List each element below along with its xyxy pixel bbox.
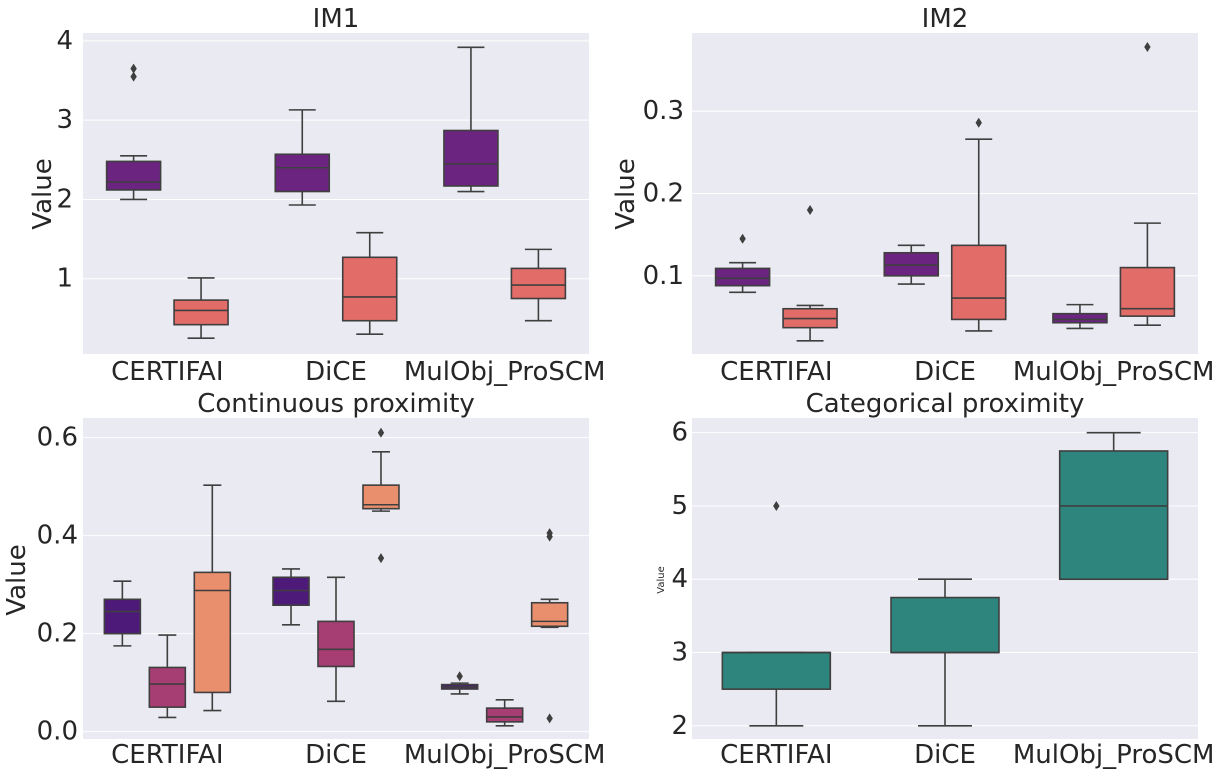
plot-title: IM1: [313, 4, 360, 34]
x-tick-label: CERTIFAI: [720, 740, 832, 770]
y-tick-label: 0.0: [37, 717, 78, 747]
outlier-point: [546, 713, 553, 724]
panel-continuous-proximity: Continuous proximity Value 0.0 0.2 0.4 0…: [2, 389, 606, 770]
y-tick-label: 0.6: [37, 423, 78, 453]
y-tick-label: 1: [56, 264, 73, 294]
y-tick-label: 5: [671, 491, 688, 521]
box: [274, 153, 331, 193]
box: [173, 299, 229, 326]
y-tick-label: 3: [671, 638, 688, 668]
x-tick-label: CERTIFAI: [111, 357, 223, 387]
box: [193, 571, 232, 694]
box: [714, 267, 771, 287]
x-tick-label: MulObj_ProSCM: [1013, 740, 1215, 770]
y-tick-label: 0.1: [643, 261, 684, 291]
y-tick-label: 0.2: [643, 179, 684, 209]
y-axis-label: Value: [2, 544, 32, 615]
box: [443, 129, 499, 187]
box: [362, 484, 400, 510]
box: [1052, 312, 1108, 324]
y-tick-label: 3: [56, 105, 73, 135]
box: [341, 256, 398, 322]
y-tick-label: 4: [671, 564, 688, 594]
outlier-point: [806, 204, 814, 215]
x-tick-label: DiCE: [914, 740, 976, 770]
x-tick-label: MulObj_ProSCM: [404, 740, 606, 770]
plot-title: IM2: [922, 4, 969, 34]
y-tick-label: 0.2: [37, 619, 78, 649]
outlier-point: [456, 671, 463, 682]
plot-title: Categorical proximity: [806, 389, 1085, 419]
outlier-point: [773, 500, 780, 511]
box: [317, 620, 355, 668]
y-axis-label: Value: [656, 566, 667, 593]
outlier-point: [546, 528, 553, 539]
outlier-point: [130, 71, 137, 82]
x-tick-label: DiCE: [305, 740, 367, 770]
box: [1058, 450, 1169, 581]
box: [105, 160, 162, 191]
outlier-point: [130, 63, 137, 74]
plot-title: Continuous proximity: [197, 389, 475, 419]
x-tick-label: CERTIFAI: [111, 740, 223, 770]
y-tick-label: 6: [671, 418, 688, 448]
y-tick-label: 0.3: [643, 96, 684, 126]
outlier-point: [377, 427, 385, 438]
box: [890, 596, 1000, 654]
plot-area: [83, 33, 589, 354]
box: [883, 251, 940, 277]
outlier-point: [739, 233, 746, 244]
x-tick-label: DiCE: [914, 357, 976, 387]
panel-im2: IM2 Value 0.1 0.2 0.3 CERTIFAI DiCE MulO…: [611, 4, 1215, 387]
y-tick-label: 4: [56, 26, 73, 56]
box: [510, 267, 567, 300]
y-axis-label: Value: [28, 158, 58, 229]
panel-categorical-proximity: Categorical proximity Value 2 3 4 5 6 CE…: [656, 389, 1215, 770]
panel-im1: IM1 Value 1 2 3 4 CERTIFAI DiCE MulObj_P…: [28, 4, 606, 387]
y-axis-label: Value: [611, 158, 641, 229]
box: [530, 601, 569, 628]
y-tick-label: 0.4: [37, 521, 78, 551]
box: [721, 651, 832, 690]
x-tick-label: DiCE: [305, 357, 367, 387]
outlier-point: [1144, 41, 1151, 52]
y-tick-label: 2: [56, 184, 73, 214]
box: [103, 598, 142, 635]
x-tick-label: MulObj_ProSCM: [1013, 357, 1215, 387]
box: [950, 244, 1007, 321]
y-tick-label: 2: [671, 711, 688, 741]
box: [148, 666, 187, 708]
box: [485, 707, 524, 723]
x-tick-label: CERTIFAI: [720, 357, 832, 387]
outlier-point: [377, 553, 385, 564]
outlier-point: [975, 117, 982, 128]
x-tick-label: MulObj_ProSCM: [404, 357, 606, 387]
